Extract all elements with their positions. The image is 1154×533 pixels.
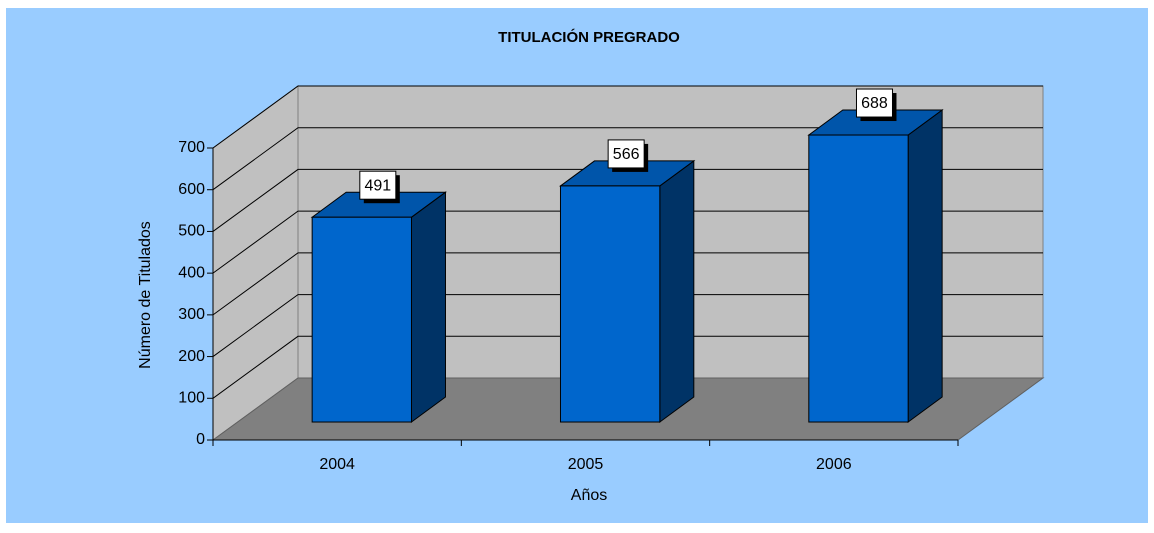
y-tick-label: 100 [178, 390, 205, 407]
y-tick-label: 200 [178, 348, 205, 365]
grid-line [212, 168, 1043, 232]
y-axis-title: Número de Titulados [137, 221, 154, 369]
bar-side [659, 159, 695, 424]
y-tick-label: 600 [178, 181, 205, 198]
x-axis-title: Años [571, 487, 607, 504]
grid-line [212, 294, 1043, 357]
bar [808, 134, 909, 423]
bar [559, 185, 661, 423]
data-label: 491 [364, 177, 391, 194]
grid-line [212, 85, 1043, 149]
bar-side [410, 191, 446, 424]
data-label: 566 [613, 146, 640, 163]
data-label: 688 [861, 95, 888, 112]
bar [311, 216, 412, 423]
x-tick-label: 2004 [319, 456, 355, 473]
chart-title: TITULACIÓN PREGRADO [498, 28, 680, 46]
data-label-box [607, 139, 645, 169]
data-label-box [855, 88, 893, 118]
y-tick-label: 0 [196, 431, 205, 448]
grid-line [212, 210, 1043, 274]
grid-line [212, 127, 1043, 191]
grid-line [212, 252, 1043, 316]
y-tick-label: 700 [178, 139, 205, 156]
data-label-box [359, 170, 397, 200]
y-tick-label: 500 [178, 223, 205, 240]
x-tick-label: 2005 [568, 456, 604, 473]
x-tick-label: 2006 [816, 456, 852, 473]
bar-side [907, 109, 943, 424]
y-tick-label: 400 [178, 264, 205, 281]
grid-line [212, 335, 1043, 399]
y-tick-label: 300 [178, 306, 205, 323]
